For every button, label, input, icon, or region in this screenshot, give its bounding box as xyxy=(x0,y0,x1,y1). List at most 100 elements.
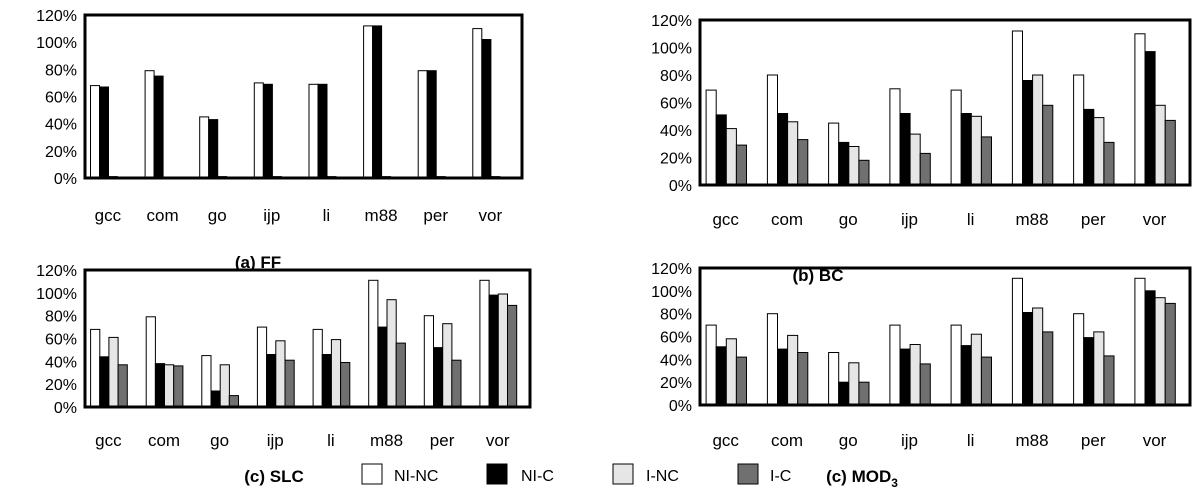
chart-b-bar-ni-c-gcc xyxy=(715,114,727,186)
legend: NI-NC NI-C I-NC I-C xyxy=(361,463,791,485)
chart-d-category-label: ijp xyxy=(901,431,918,450)
chart-c-plot-frame xyxy=(83,268,532,409)
chart-c-bar-ni-c-com xyxy=(154,363,166,408)
chart-d-category-label: vor xyxy=(1143,431,1167,450)
chart-panel-a: 0% 20% 40% 60% 80% 100% 120% gcc com go ijp li m88 pe… xyxy=(36,8,524,225)
chart-b-bar-i-nc-ijp xyxy=(909,133,921,186)
legend-label-ni-c: NI-C xyxy=(521,468,554,485)
chart-b-category-label: go xyxy=(839,210,858,229)
chart-c-bar-i-c-li xyxy=(340,362,351,408)
chart-d-bar-i-c-per xyxy=(1103,355,1115,406)
chart-c-category-label: com xyxy=(148,431,180,450)
chart-d-bar-ni-nc-vor xyxy=(1134,277,1146,406)
chart-d-bar-ni-c-li xyxy=(960,345,972,406)
chart-b-bar-ni-nc-gcc xyxy=(705,89,717,186)
chart-d-bar-ni-nc-go xyxy=(828,352,840,406)
chart-c-bar-ni-c-gcc xyxy=(99,356,110,408)
chart-a-bar-ni-c-go xyxy=(208,119,219,179)
chart-b-bar-ni-nc-li xyxy=(950,89,962,186)
chart-d-bar-ni-c-per xyxy=(1083,337,1095,406)
chart-d-bar-ni-nc-gcc xyxy=(705,324,717,406)
legend-swatch-ni-c xyxy=(486,463,508,485)
chart-b-bar-ni-c-per xyxy=(1083,108,1095,186)
chart-a-bar-ni-c-ijp xyxy=(262,83,273,179)
chart-d-bar-i-nc-com xyxy=(787,334,799,406)
chart-c-bar-i-nc-gcc xyxy=(108,336,119,408)
chart-b-category-label: m88 xyxy=(1015,210,1048,229)
chart-c-bar-i-c-vor xyxy=(507,304,518,408)
chart-c-bar-ni-nc-gcc xyxy=(90,328,101,408)
chart-b-bar-ni-c-m88 xyxy=(1022,80,1034,186)
chart-d-ytick-label: 100% xyxy=(651,284,692,301)
chart-b-ytick-label: 100% xyxy=(651,41,692,58)
chart-c-ytick-label: 100% xyxy=(36,286,77,303)
chart-c-category-label: per xyxy=(430,431,455,450)
chart-panel-c: 0% 20% 40% 60% 80% 100% 120% gcc com go ijp li m88 pe… xyxy=(36,263,532,450)
chart-d-ytick-label: 60% xyxy=(660,330,692,347)
chart-b-ytick-label: 120% xyxy=(651,13,692,30)
chart-c-bar-ni-nc-li xyxy=(312,328,323,408)
chart-b-bar-i-nc-li xyxy=(970,115,982,186)
chart-d-title-main: (c) MOD xyxy=(826,467,891,486)
chart-b-bar-ni-nc-ijp xyxy=(889,88,901,186)
chart-b-bar-i-c-com xyxy=(797,139,809,186)
chart-c-bar-ni-nc-m88 xyxy=(368,279,379,408)
chart-d-category-label: per xyxy=(1081,431,1106,450)
chart-c-ytick-label: 0% xyxy=(54,400,77,417)
chart-c-ytick-label: 80% xyxy=(45,309,77,326)
chart-b-bar-i-c-ijp xyxy=(919,152,931,186)
chart-b-bar-i-c-vor xyxy=(1164,119,1176,186)
chart-d-ytick-label: 40% xyxy=(660,352,692,369)
chart-b-bar-ni-c-com xyxy=(777,113,789,186)
chart-a-category-label: m88 xyxy=(365,206,398,225)
chart-b-bar-ni-c-li xyxy=(960,113,972,186)
chart-b-bar-i-nc-per xyxy=(1093,117,1105,186)
chart-b-title: (b) BC xyxy=(793,266,844,285)
chart-c-bar-ni-c-li xyxy=(321,354,332,408)
chart-d-title: (c) MOD3 xyxy=(826,467,898,490)
chart-b-ytick-label: 20% xyxy=(660,151,692,168)
chart-b-bar-i-nc-m88 xyxy=(1032,74,1044,186)
chart-c-category-label: gcc xyxy=(95,431,122,450)
chart-d-bar-ni-nc-m88 xyxy=(1011,277,1024,406)
chart-d-plot-frame xyxy=(698,266,1192,407)
chart-c-bar-i-nc-vor xyxy=(497,293,508,408)
chart-b-bar-i-nc-com xyxy=(787,121,799,186)
chart-c-bar-ni-nc-ijp xyxy=(256,326,268,408)
chart-d-bar-i-c-m88 xyxy=(1042,331,1054,406)
chart-d-bar-ni-nc-com xyxy=(766,313,779,406)
chart-d-bar-i-nc-per xyxy=(1093,331,1105,406)
chart-c-category-label: m88 xyxy=(370,431,403,450)
chart-a-category-label: li xyxy=(323,206,331,225)
chart-d-bar-ni-nc-per xyxy=(1073,313,1085,406)
chart-b-bar-i-c-li xyxy=(980,136,993,186)
chart-c-bar-i-nc-com xyxy=(164,364,175,408)
chart-d-ytick-label: 0% xyxy=(669,398,692,415)
chart-b-category-label: ijp xyxy=(901,210,918,229)
chart-c-bar-ni-nc-vor xyxy=(479,279,490,408)
chart-b-plot-frame xyxy=(698,18,1192,187)
chart-a-ytick-label: 0% xyxy=(54,171,77,188)
chart-d-category-label: m88 xyxy=(1015,431,1048,450)
chart-d-bar-i-c-go xyxy=(858,381,870,406)
chart-c-bar-ni-c-vor xyxy=(488,294,499,408)
chart-d-category-label: gcc xyxy=(712,431,739,450)
chart-a-category-label: per xyxy=(423,206,448,225)
chart-b-category-label: vor xyxy=(1143,210,1167,229)
chart-c-category-label: ijp xyxy=(267,431,284,450)
chart-c-bar-ni-c-m88 xyxy=(377,326,388,408)
chart-a-ytick-label: 80% xyxy=(45,62,77,79)
chart-b-ytick-label: 0% xyxy=(669,178,692,195)
chart-c-bar-ni-nc-go xyxy=(201,355,212,408)
chart-d-bar-i-nc-gcc xyxy=(725,338,737,406)
chart-a-category-label: com xyxy=(147,206,179,225)
chart-b-bar-i-c-per xyxy=(1103,141,1115,186)
legend-label-ni-nc: NI-NC xyxy=(394,468,438,485)
chart-d-bar-i-nc-li xyxy=(970,333,982,406)
chart-d-bar-ni-c-ijp xyxy=(899,348,911,406)
chart-b-category-label: per xyxy=(1081,210,1106,229)
chart-c-ytick-label: 40% xyxy=(45,354,77,371)
chart-a-bar-ni-c-com xyxy=(153,75,164,179)
chart-d-bar-ni-c-gcc xyxy=(715,346,727,406)
chart-d-title-subscript: 3 xyxy=(891,476,898,490)
